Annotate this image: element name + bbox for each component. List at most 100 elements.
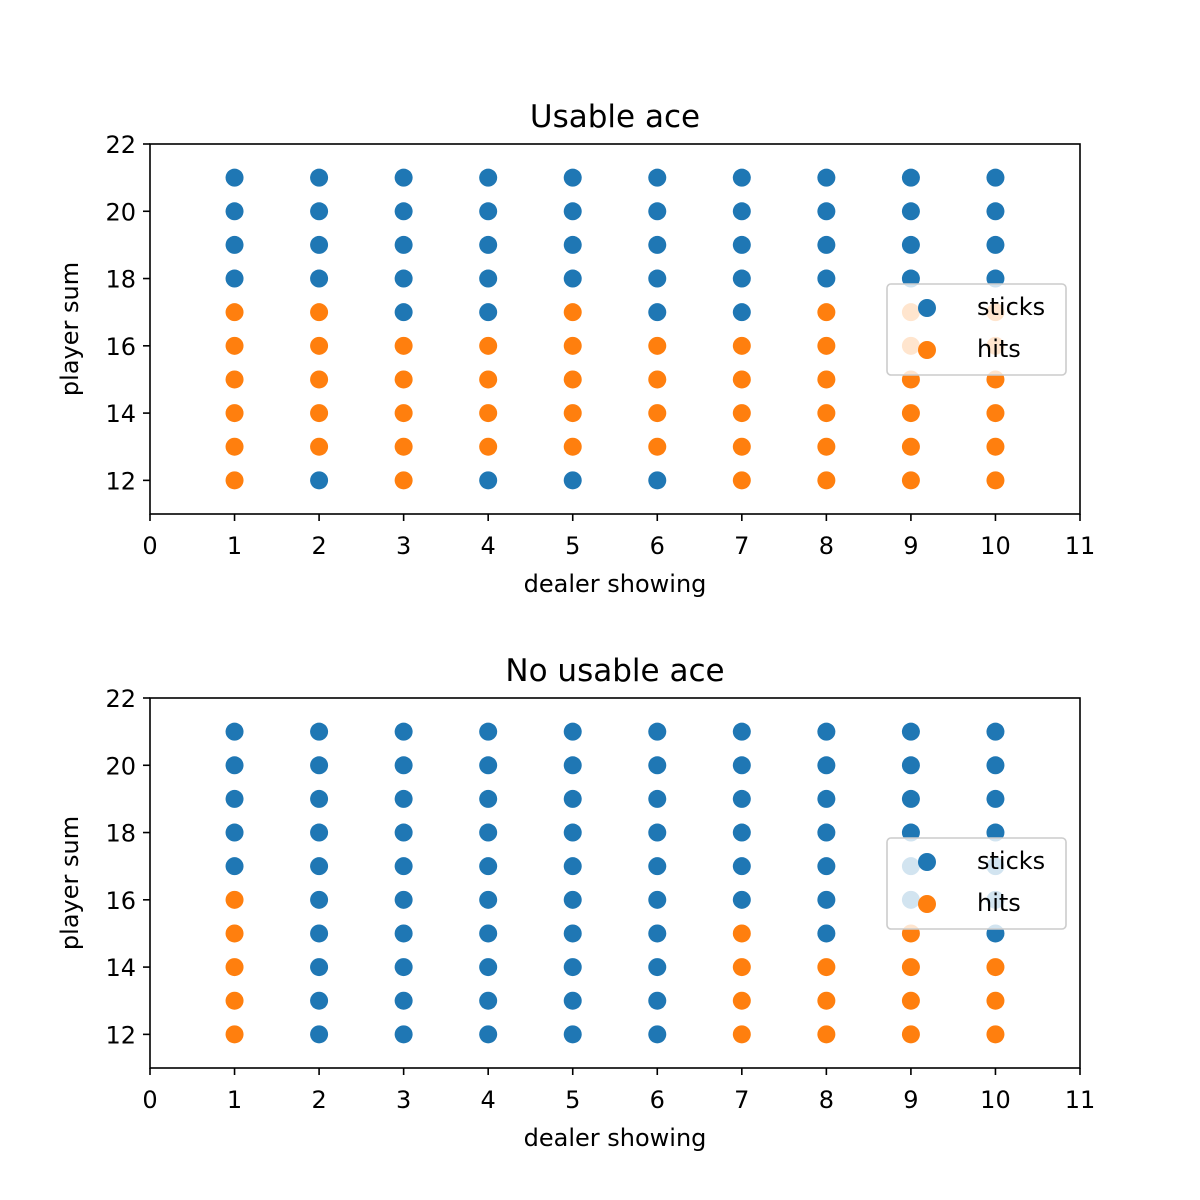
point-hits [479, 336, 498, 355]
y-axis-label-no-usable-ace: player sum [56, 816, 84, 950]
point-sticks [648, 924, 667, 943]
point-sticks [732, 823, 751, 842]
point-sticks [563, 235, 582, 254]
point-sticks [310, 924, 329, 943]
point-sticks [901, 235, 920, 254]
chart-title-no-usable-ace: No usable ace [505, 653, 724, 689]
point-sticks [817, 789, 836, 808]
point-sticks [394, 823, 413, 842]
point-sticks [394, 269, 413, 288]
point-sticks [986, 202, 1005, 221]
point-sticks [394, 168, 413, 187]
point-sticks [732, 890, 751, 909]
point-hits [310, 370, 329, 389]
point-sticks [817, 890, 836, 909]
point-sticks [479, 168, 498, 187]
legend-no-usable-ace: sticks hits [886, 837, 1067, 930]
point-sticks [986, 269, 1005, 288]
point-sticks [732, 756, 751, 775]
point-hits [986, 1025, 1005, 1044]
point-sticks [563, 890, 582, 909]
x-tick-label: 3 [396, 1086, 411, 1114]
point-sticks [648, 269, 667, 288]
x-tick-label: 8 [819, 1086, 834, 1114]
point-sticks [394, 991, 413, 1010]
point-sticks [394, 756, 413, 775]
point-sticks [394, 890, 413, 909]
point-sticks [479, 958, 498, 977]
y-tick-label: 16 [105, 333, 136, 361]
point-sticks [563, 1025, 582, 1044]
point-sticks [732, 789, 751, 808]
point-sticks [225, 269, 244, 288]
legend-label-sticks: sticks [977, 847, 1045, 875]
point-hits [732, 924, 751, 943]
point-sticks [648, 471, 667, 490]
x-ticks-usable-ace: 0 1 2 3 4 5 6 7 8 9 10 11 [142, 514, 1095, 560]
point-sticks [648, 857, 667, 876]
point-sticks [563, 823, 582, 842]
x-axis-label-no-usable-ace: dealer showing [524, 1124, 707, 1152]
point-sticks [986, 168, 1005, 187]
point-sticks [901, 722, 920, 741]
point-sticks [394, 1025, 413, 1044]
point-hits [648, 404, 667, 423]
point-sticks [310, 958, 329, 977]
point-sticks [310, 756, 329, 775]
point-hits [732, 404, 751, 423]
point-hits [394, 471, 413, 490]
point-hits [225, 1025, 244, 1044]
point-hits [732, 471, 751, 490]
point-hits [732, 370, 751, 389]
legend-marker-sticks [918, 853, 936, 871]
point-hits [986, 958, 1005, 977]
x-tick-label: 1 [227, 532, 242, 560]
x-tick-label: 9 [903, 532, 918, 560]
point-hits [732, 991, 751, 1010]
scatter-marks-usable-ace [225, 168, 1005, 490]
point-sticks [817, 722, 836, 741]
y-tick-label: 20 [105, 198, 136, 226]
point-sticks [648, 303, 667, 322]
y-ticks-usable-ace: 12 14 16 18 20 22 [105, 131, 150, 495]
x-tick-label: 4 [481, 532, 496, 560]
point-sticks [479, 890, 498, 909]
point-sticks [394, 958, 413, 977]
legend-usable-ace: sticks hits [886, 283, 1067, 376]
point-sticks [648, 202, 667, 221]
point-sticks [479, 722, 498, 741]
point-sticks [394, 235, 413, 254]
point-sticks [394, 857, 413, 876]
point-sticks [310, 823, 329, 842]
point-sticks [817, 756, 836, 775]
point-hits [479, 370, 498, 389]
point-sticks [225, 756, 244, 775]
point-sticks [732, 168, 751, 187]
y-tick-label: 14 [105, 400, 136, 428]
point-sticks [648, 722, 667, 741]
x-tick-label: 10 [980, 1086, 1011, 1114]
x-tick-label: 5 [565, 532, 580, 560]
point-sticks [563, 991, 582, 1010]
point-sticks [986, 823, 1005, 842]
point-sticks [817, 235, 836, 254]
point-hits [732, 437, 751, 456]
x-tick-label: 2 [311, 1086, 326, 1114]
point-hits [563, 404, 582, 423]
point-hits [225, 437, 244, 456]
point-sticks [901, 202, 920, 221]
x-tick-label: 6 [650, 1086, 665, 1114]
point-hits [901, 1025, 920, 1044]
point-sticks [479, 202, 498, 221]
point-sticks [479, 1025, 498, 1044]
point-sticks [479, 924, 498, 943]
point-hits [732, 958, 751, 977]
point-sticks [310, 722, 329, 741]
point-sticks [986, 235, 1005, 254]
point-hits [817, 471, 836, 490]
point-hits [817, 303, 836, 322]
point-sticks [648, 789, 667, 808]
point-hits [986, 404, 1005, 423]
